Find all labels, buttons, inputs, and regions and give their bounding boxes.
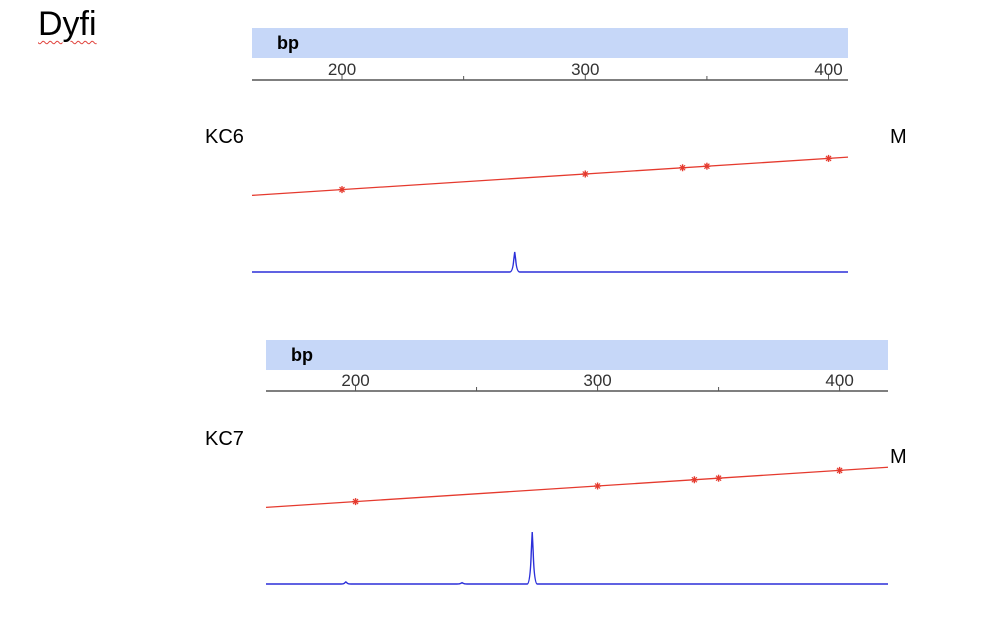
x-tick-label: 200 [341, 371, 369, 390]
header-band [266, 340, 888, 370]
header-band [252, 28, 848, 58]
x-tick-label: 400 [814, 60, 842, 79]
page-title: Dyfi [38, 5, 97, 43]
size-standard-marker [690, 476, 698, 484]
sample-label-kc6: KC6 [205, 126, 244, 148]
chart-svg: bp 200 300 400 [251, 28, 849, 273]
size-standard-marker [825, 154, 833, 162]
size-standard-marker [715, 474, 723, 482]
sample-label-kc7: KC7 [205, 428, 244, 450]
size-standard-line [265, 466, 889, 509]
chart-svg: bp 200 300 400 [265, 340, 889, 585]
x-tick-label: 200 [328, 60, 356, 79]
size-standard-marker [679, 164, 687, 172]
marker-label-kc7: M [890, 446, 907, 468]
size-standard-marker [836, 466, 844, 474]
size-standard-marker [594, 482, 602, 490]
axis-unit-label: bp [291, 345, 313, 365]
electropherogram-kc6: bp 200 300 400 [251, 28, 852, 278]
marker-label-kc6: M [890, 126, 907, 148]
size-standard-marker [338, 186, 346, 194]
sample-trace-line [266, 531, 888, 585]
x-tick-label: 300 [583, 371, 611, 390]
size-standard-marker [703, 162, 711, 170]
x-tick-label: 300 [571, 60, 599, 79]
electropherogram-kc7: bp 200 300 400 [265, 340, 896, 590]
x-tick-label: 400 [825, 371, 853, 390]
sample-trace-line [252, 251, 848, 273]
size-standard-marker [581, 170, 589, 178]
size-standard-marker [352, 498, 360, 506]
axis-unit-label: bp [277, 33, 299, 53]
size-standard-line [251, 156, 849, 197]
